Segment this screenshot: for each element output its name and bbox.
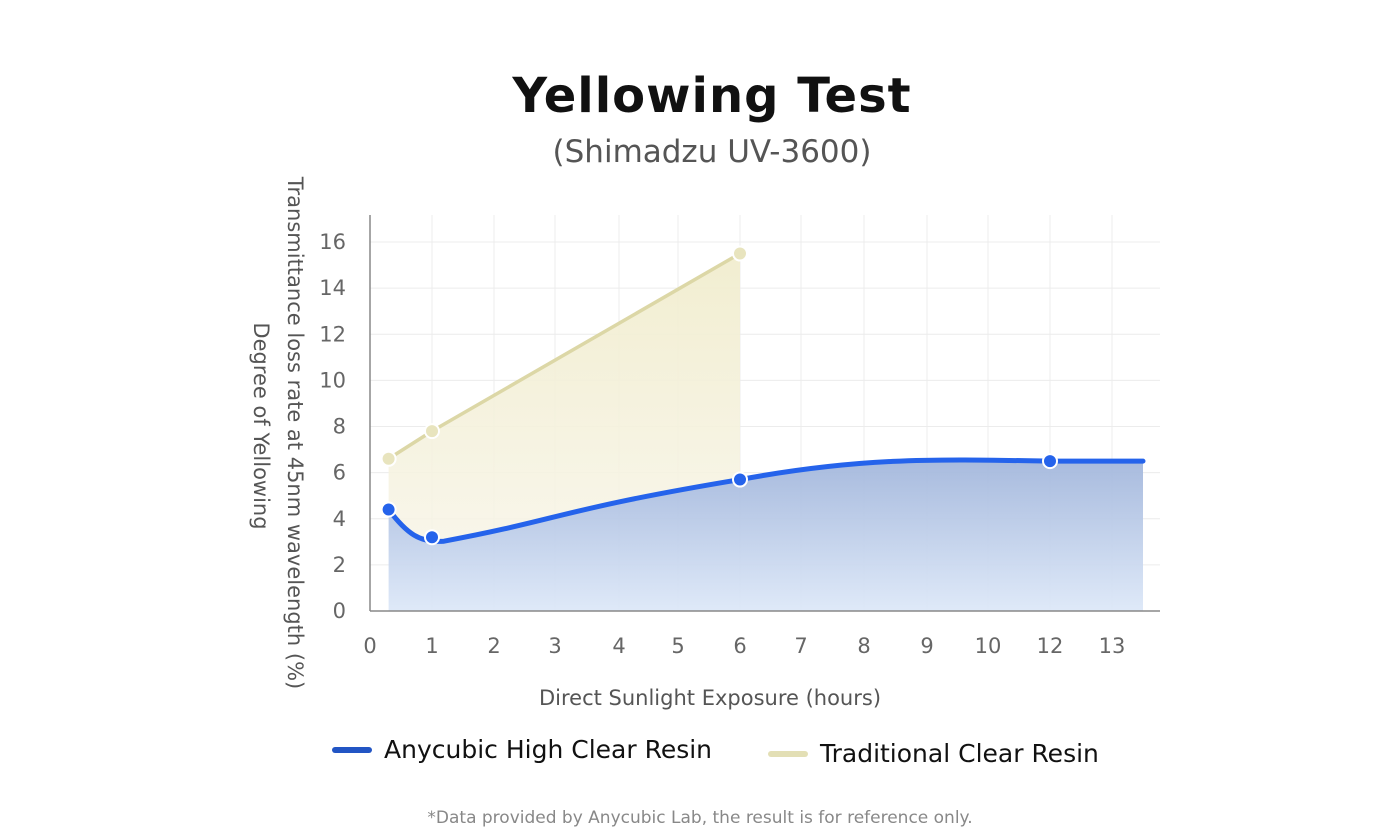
x-tick-label-2: 2 <box>487 634 500 658</box>
x-tick-label-8: 8 <box>857 634 870 658</box>
y-tick-label-14: 14 <box>319 276 346 300</box>
x-tick-label-4: 4 <box>612 634 625 658</box>
y-tick-label-4: 4 <box>333 507 346 531</box>
point-traditional-0 <box>380 450 397 467</box>
legend-item-anycubic: Anycubic High Clear Resin <box>332 735 712 764</box>
y-tick-label-8: 8 <box>333 415 346 439</box>
x-tick-label-6: 6 <box>733 634 746 658</box>
y-tick-label-12: 12 <box>319 322 346 346</box>
x-tick-label-5: 5 <box>671 634 684 658</box>
legend-label-anycubic: Anycubic High Clear Resin <box>384 735 713 764</box>
point-traditional-2 <box>732 245 748 262</box>
chart-title: Yellowing Test <box>512 68 912 124</box>
x-tick-label-13: 13 <box>1099 634 1126 658</box>
x-tick-label-1: 1 <box>425 634 438 658</box>
point-anycubic-1 <box>424 529 440 546</box>
point-anycubic-3 <box>1042 453 1058 470</box>
point-anycubic-0 <box>380 501 397 518</box>
chart-subtitle: (Shimadzu UV-3600) <box>552 134 872 170</box>
legend-swatch-traditional <box>768 750 808 757</box>
y-axis-subtitle: Degree of Yellowing <box>249 322 273 529</box>
y-axis-title: Transmittance loss rate at 45nm waveleng… <box>283 176 307 689</box>
footnote: *Data provided by Anycubic Lab, the resu… <box>427 808 973 828</box>
x-tick-label-10: 10 <box>975 634 1002 658</box>
legend: Anycubic High Clear Resin Traditional Cl… <box>0 735 1400 775</box>
x-tick-label-0: 0 <box>363 634 376 658</box>
y-tick-label-6: 6 <box>333 461 346 485</box>
y-tick-label-0: 0 <box>333 599 346 623</box>
point-traditional-1 <box>424 423 440 440</box>
area-traditional <box>388 253 740 542</box>
legend-item-traditional: Traditional Clear Resin <box>768 739 1099 768</box>
y-tick-label-16: 16 <box>319 230 346 254</box>
area-anycubic <box>388 460 1144 611</box>
y-tick-label-2: 2 <box>333 553 346 577</box>
point-anycubic-2 <box>732 471 748 488</box>
legend-label-traditional: Traditional Clear Resin <box>820 739 1099 768</box>
x-tick-label-9: 9 <box>920 634 933 658</box>
x-tick-label-12: 12 <box>1037 634 1064 658</box>
legend-swatch-anycubic <box>332 746 372 753</box>
y-tick-label-10: 10 <box>319 368 346 392</box>
x-axis-title: Direct Sunlight Exposure (hours) <box>539 686 881 710</box>
x-tick-label-7: 7 <box>794 634 807 658</box>
x-tick-label-3: 3 <box>548 634 561 658</box>
